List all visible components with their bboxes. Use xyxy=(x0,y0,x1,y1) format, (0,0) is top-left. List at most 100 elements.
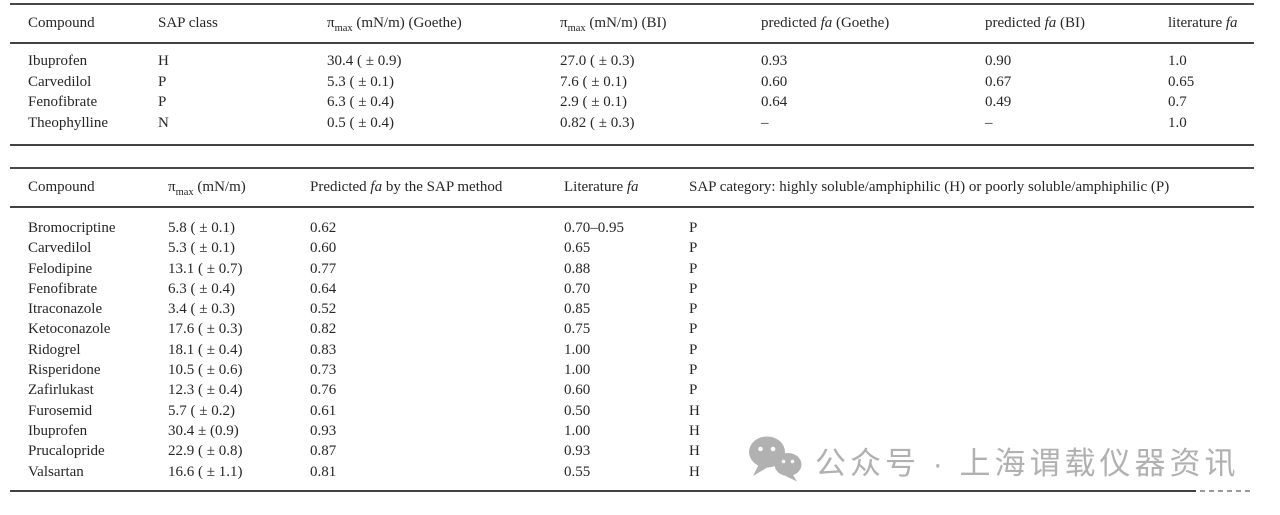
table-row: Carvedilol P 5.3 ( ± 0.1) 7.6 ( ± 0.1) 0… xyxy=(10,72,1254,93)
cell-compound: Theophylline xyxy=(28,114,108,131)
cell-predicted-fa-goethe: – xyxy=(761,114,769,131)
cell-pi-max: 5.8 ( ± 0.1) xyxy=(168,220,235,236)
cell-predicted-fa-bi: 0.67 xyxy=(985,73,1012,90)
table-row: Ridogrel 18.1 ( ± 0.4) 0.83 1.00 P xyxy=(10,340,1254,360)
cell-pi-max: 18.1 ( ± 0.4) xyxy=(168,341,243,358)
table-row: Itraconazole 3.4 ( ± 0.3) 0.52 0.85 P xyxy=(10,299,1254,319)
cell-sap-category: P xyxy=(689,301,698,318)
table1-header: Compound SAP class πmax (mN/m) (Goethe) … xyxy=(10,4,1254,44)
cell-sap-category: P xyxy=(689,260,698,277)
cell-pi-max: 17.6 ( ± 0.3) xyxy=(168,321,243,338)
cell-pi-max: 22.9 ( ± 0.8) xyxy=(168,443,243,460)
table2-body: Bromocriptine 5.8 ( ± 0.1) 0.62 0.70–0.9… xyxy=(10,207,1254,491)
cell-pi-max-bi: 27.0 ( ± 0.3) xyxy=(560,53,635,69)
table-row: Fenofibrate P 6.3 ( ± 0.4) 2.9 ( ± 0.1) … xyxy=(10,92,1254,113)
cell-pi-max-goethe: 0.5 ( ± 0.4) xyxy=(327,114,394,131)
cell-predicted-fa: 0.93 xyxy=(310,422,337,439)
cell-literature-fa: 0.85 xyxy=(564,301,591,318)
cell-literature-fa: 0.70 xyxy=(564,280,591,297)
cell-predicted-fa-goethe: 0.60 xyxy=(761,73,788,90)
cell-pi-max: 5.3 ( ± 0.1) xyxy=(168,240,235,257)
cell-compound: Valsartan xyxy=(28,463,84,480)
cell-sap-category: H xyxy=(689,443,700,460)
cell-literature-fa: 0.60 xyxy=(564,382,591,399)
cell-predicted-fa-bi: 0.90 xyxy=(985,53,1012,69)
cell-pi-max: 30.4 ± (0.9) xyxy=(168,422,239,439)
header-predicted-fa-goethe: predicted fa (Goethe) xyxy=(743,4,967,44)
header-literature-fa: literature fa xyxy=(1150,4,1254,44)
header-pi-max: πmax (mN/m) xyxy=(150,168,292,208)
cell-predicted-fa: 0.83 xyxy=(310,341,337,358)
table-row: Fenofibrate 6.3 ( ± 0.4) 0.64 0.70 P xyxy=(10,279,1254,299)
cell-pi-max: 10.5 ( ± 0.6) xyxy=(168,362,243,379)
table1-header-row: Compound SAP class πmax (mN/m) (Goethe) … xyxy=(10,4,1254,44)
header-pi-max-goethe: πmax (mN/m) (Goethe) xyxy=(309,4,542,44)
cell-compound: Bromocriptine xyxy=(28,220,116,236)
table-row: Zafirlukast 12.3 ( ± 0.4) 0.76 0.60 P xyxy=(10,380,1254,400)
table-row: Bromocriptine 5.8 ( ± 0.1) 0.62 0.70–0.9… xyxy=(10,207,1254,238)
cell-predicted-fa-goethe: 0.64 xyxy=(761,94,788,110)
cell-literature-fa: 0.75 xyxy=(564,321,591,338)
cell-compound: Fenofibrate xyxy=(28,94,98,110)
header-compound: Compound xyxy=(10,4,140,44)
header-pi-max-bi: πmax (mN/m) (BI) xyxy=(542,4,743,44)
cell-sap-category: P xyxy=(689,220,698,236)
header-predicted-fa-bi: predicted fa (BI) xyxy=(967,4,1150,44)
table-row: Felodipine 13.1 ( ± 0.7) 0.77 0.88 P xyxy=(10,259,1254,279)
cell-sap-category: P xyxy=(689,382,698,399)
cell-pi-max-goethe: 6.3 ( ± 0.4) xyxy=(327,94,394,110)
cell-compound: Risperidone xyxy=(28,362,101,379)
cell-predicted-fa: 0.81 xyxy=(310,463,337,480)
cell-pi-max-goethe: 5.3 ( ± 0.1) xyxy=(327,73,394,90)
cell-predicted-fa: 0.64 xyxy=(310,280,337,297)
table-row: Ibuprofen H 30.4 ( ± 0.9) 27.0 ( ± 0.3) … xyxy=(10,43,1254,72)
goethe-bi-validation-table: Compound SAP class πmax (mN/m) (Goethe) … xyxy=(10,3,1254,146)
cell-predicted-fa: 0.77 xyxy=(310,260,337,277)
cell-predicted-fa: 0.87 xyxy=(310,443,337,460)
cell-literature-fa: 0.65 xyxy=(564,240,591,257)
table-row: Carvedilol 5.3 ( ± 0.1) 0.60 0.65 P xyxy=(10,238,1254,258)
cell-pi-max: 16.6 ( ± 1.1) xyxy=(168,463,243,480)
cell-sap-class: H xyxy=(158,53,169,69)
header-sap-category: SAP category: highly soluble/amphiphilic… xyxy=(671,168,1254,208)
cell-predicted-fa-goethe: 0.93 xyxy=(761,53,788,69)
cell-compound: Carvedilol xyxy=(28,240,92,257)
cell-sap-category: P xyxy=(689,280,698,297)
cell-sap-class: P xyxy=(158,94,167,110)
watermark-text: 公众号 · 上海谓载仪器资讯 xyxy=(815,445,1240,481)
table-row: Prucalopride 22.9 ( ± 0.8) 0.87 0.93 H xyxy=(10,441,1254,461)
cell-compound: Zafirlukast xyxy=(28,382,94,399)
cell-literature-fa: 0.70–0.95 xyxy=(564,220,624,236)
cell-literature-fa: 1.00 xyxy=(564,422,591,439)
table-row: Furosemid 5.7 ( ± 0.2) 0.61 0.50 H xyxy=(10,401,1254,421)
cell-compound: Ibuprofen xyxy=(28,422,88,439)
cell-literature-fa: 1.00 xyxy=(564,341,591,358)
rule-end-dashes xyxy=(1200,490,1252,492)
cell-pi-max-bi: 2.9 ( ± 0.1) xyxy=(560,94,627,110)
header-sap-class: SAP class xyxy=(140,4,309,44)
cell-predicted-fa: 0.61 xyxy=(310,402,337,419)
table-row: Theophylline N 0.5 ( ± 0.4) 0.82 ( ± 0.3… xyxy=(10,113,1254,146)
cell-literature-fa: 0.7 xyxy=(1168,94,1187,110)
cell-predicted-fa: 0.82 xyxy=(310,321,337,338)
table-row: Ibuprofen 30.4 ± (0.9) 0.93 1.00 H xyxy=(10,421,1254,441)
cell-sap-category: H xyxy=(689,463,700,480)
cell-pi-max: 5.7 ( ± 0.2) xyxy=(168,402,235,419)
cell-pi-max-goethe: 30.4 ( ± 0.9) xyxy=(327,53,402,69)
cell-pi-max: 6.3 ( ± 0.4) xyxy=(168,280,235,297)
cell-sap-category: P xyxy=(689,321,698,338)
cell-literature-fa: 0.65 xyxy=(1168,73,1195,90)
cell-compound: Prucalopride xyxy=(28,443,105,460)
cell-sap-category: P xyxy=(689,240,698,257)
header-compound: Compound xyxy=(10,168,150,208)
cell-sap-class: N xyxy=(158,114,169,131)
sap-method-table: Compound πmax (mN/m) Predicted fa by the… xyxy=(10,167,1254,492)
cell-sap-category: P xyxy=(689,341,698,358)
cell-compound: Ketoconazole xyxy=(28,321,111,338)
cell-compound: Fenofibrate xyxy=(28,280,98,297)
cell-predicted-fa-bi: 0.49 xyxy=(985,94,1012,110)
wechat-icon xyxy=(746,434,804,487)
cell-literature-fa: 0.50 xyxy=(564,402,591,419)
table1-body: Ibuprofen H 30.4 ( ± 0.9) 27.0 ( ± 0.3) … xyxy=(10,43,1254,145)
cell-predicted-fa-bi: – xyxy=(985,114,993,131)
